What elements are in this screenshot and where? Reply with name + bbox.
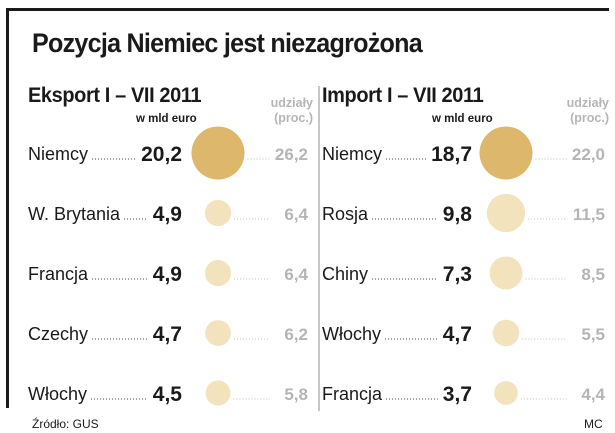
import-value-label: 9,8 [443, 203, 473, 226]
import-country-label: Rosja [322, 204, 369, 224]
import-unit-label: w mld euro [432, 113, 493, 125]
export-share-label: 6,2 [284, 325, 308, 344]
import-share-label: 8,5 [581, 265, 605, 284]
export-value-label: 4,9 [153, 263, 182, 286]
import-share-label: 11,5 [573, 205, 605, 224]
panel-divider [318, 86, 320, 411]
export-share-bubble [205, 320, 231, 346]
import-row: Niemcy 18,7 22,0 [322, 126, 605, 180]
import-share-header-line1: udziały [566, 96, 609, 110]
export-value-label: 20,2 [141, 143, 182, 166]
import-panel: Import I – VII 2011 w mld euro udziały (… [322, 84, 609, 414]
export-share-bubble [205, 380, 231, 406]
import-share-bubble [479, 126, 533, 180]
import-value-label: 3,7 [443, 383, 472, 406]
export-share-label: 6,4 [284, 205, 308, 224]
export-country-label: Czechy [28, 324, 88, 344]
frame-left-rule [6, 8, 9, 408]
export-share-bubble [204, 199, 232, 227]
source-note: Źródło: GUS [32, 417, 99, 431]
export-country-label: Niemcy [28, 144, 88, 164]
export-share-label: 26,2 [275, 145, 308, 164]
import-share-bubble [492, 319, 520, 347]
import-country-label: Chiny [322, 264, 368, 284]
export-value-label: 4,7 [153, 323, 182, 346]
import-title: Import I – VII 2011 [322, 84, 484, 107]
export-row: Niemcy 20,2 26,2 [28, 126, 308, 180]
import-row: Rosja 9,8 11,5 [322, 193, 605, 233]
import-share-bubble [486, 193, 526, 233]
export-row: Francja 4,9 6,4 [28, 259, 309, 287]
import-country-label: Francja [322, 384, 383, 404]
export-share-header-line2: (proc.) [274, 111, 313, 125]
author-credit: MC [584, 417, 603, 431]
import-share-header-line2: (proc.) [570, 111, 609, 125]
import-value-label: 18,7 [431, 143, 472, 166]
export-country-label: W. Brytania [28, 204, 121, 224]
export-share-header: udziały (proc.) [271, 96, 313, 126]
export-share-header-line1: udziały [270, 96, 313, 110]
import-share-header: udziały (proc.) [567, 96, 609, 126]
export-value-label: 4,9 [153, 203, 182, 226]
import-country-label: Niemcy [322, 144, 382, 164]
import-share-label: 5,5 [581, 325, 605, 344]
frame-top-rule [6, 8, 609, 11]
export-country-label: Francja [28, 264, 89, 284]
export-chart: Niemcy 20,2 26,2 W. Brytania 4,9 6,4 Francja 4,… [28, 126, 309, 406]
export-share-bubble [204, 259, 232, 287]
import-row: Francja 3,7 4,4 [322, 381, 606, 406]
export-row: Czechy 4,7 6,2 [28, 320, 308, 346]
export-share-label: 5,8 [284, 385, 308, 404]
import-row: Chiny 7,3 8,5 [322, 256, 605, 290]
infographic-title: Pozycja Niemiec jest niezagrożona [32, 28, 423, 58]
import-share-label: 4,4 [581, 385, 605, 404]
export-title: Eksport I – VII 2011 [28, 84, 202, 107]
import-row: Włochy 4,7 5,5 [322, 319, 605, 347]
export-country-label: Włochy [28, 384, 87, 404]
import-country-label: Włochy [322, 324, 381, 344]
import-share-bubble [489, 256, 523, 290]
export-row: W. Brytania 4,9 6,4 [28, 199, 309, 227]
import-value-label: 4,7 [443, 323, 472, 346]
export-value-label: 4,5 [153, 383, 183, 406]
export-share-label: 6,4 [284, 265, 308, 284]
export-share-bubble [191, 126, 245, 180]
import-chart: Niemcy 18,7 22,0 Rosja 9,8 11,5 Chiny 7,3 8,5 Wło… [322, 126, 606, 406]
export-panel: Eksport I – VII 2011 w mld euro udziały … [28, 84, 313, 414]
import-share-bubble [494, 381, 518, 405]
import-value-label: 7,3 [443, 263, 472, 286]
import-share-label: 22,0 [572, 145, 605, 164]
export-unit-label: w mld euro [136, 113, 197, 125]
export-row: Włochy 4,5 5,8 [28, 380, 308, 406]
